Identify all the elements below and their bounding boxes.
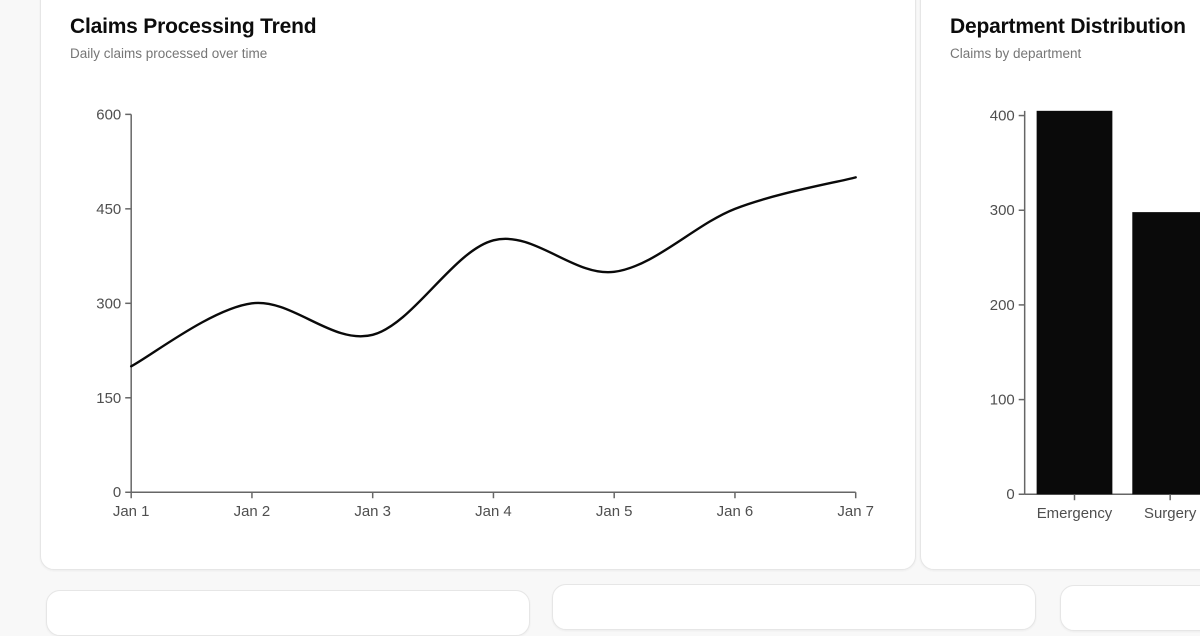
claims-trend-title: Claims Processing Trend <box>70 15 317 38</box>
department-distribution-subtitle: Claims by department <box>950 46 1082 61</box>
svg-text:Jan 3: Jan 3 <box>354 503 391 520</box>
card-department-distribution: Department Distribution Claims by depart… <box>920 0 1200 570</box>
svg-text:Jan 6: Jan 6 <box>717 503 754 520</box>
svg-text:300: 300 <box>96 295 121 312</box>
svg-text:450: 450 <box>96 201 121 218</box>
card-department-distribution-header: Department Distribution Claims by depart… <box>921 0 1200 61</box>
svg-text:Jan 2: Jan 2 <box>234 503 271 520</box>
svg-text:200: 200 <box>990 297 1015 314</box>
partial-card-bottom-right <box>1060 585 1200 631</box>
department-distribution-title: Department Distribution <box>950 15 1186 38</box>
svg-text:Emergency: Emergency <box>1037 505 1113 522</box>
svg-text:0: 0 <box>113 484 121 501</box>
department-distribution-bar-chart: 0 100 200 300 400 Emergency Surgery <box>990 108 1200 522</box>
partial-card-bottom-left <box>46 590 530 636</box>
svg-text:300: 300 <box>990 202 1015 219</box>
svg-text:600: 600 <box>96 106 121 123</box>
card-claims-trend: Claims Processing Trend Daily claims pro… <box>40 0 916 570</box>
card-claims-trend-header: Claims Processing Trend Daily claims pro… <box>41 0 915 61</box>
svg-text:Jan 7: Jan 7 <box>837 503 874 520</box>
svg-text:Surgery: Surgery <box>1144 505 1197 522</box>
svg-text:400: 400 <box>990 108 1015 125</box>
partial-card-bottom-middle <box>552 584 1036 630</box>
svg-text:100: 100 <box>990 392 1015 409</box>
svg-text:Jan 5: Jan 5 <box>596 503 633 520</box>
claims-trend-line-chart: 0 150 300 450 600 Jan 1 Jan 2 Jan 3 Jan 4 Jan 5 Ja… <box>96 106 874 520</box>
svg-text:Jan 4: Jan 4 <box>475 503 512 520</box>
svg-text:150: 150 <box>96 390 121 407</box>
claims-trend-subtitle: Daily claims processed over time <box>70 46 268 61</box>
svg-text:0: 0 <box>1006 486 1014 503</box>
svg-text:Jan 1: Jan 1 <box>113 503 150 520</box>
